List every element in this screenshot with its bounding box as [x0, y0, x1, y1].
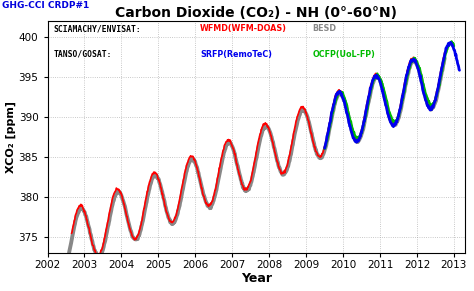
Text: SRFP(RemoTeC): SRFP(RemoTeC)	[200, 50, 272, 59]
Y-axis label: XCO₂ [ppm]: XCO₂ [ppm]	[6, 101, 16, 173]
Text: OCFP(UoL-FP): OCFP(UoL-FP)	[313, 50, 375, 59]
Text: GHG-CCI CRDP#1: GHG-CCI CRDP#1	[2, 1, 90, 10]
Text: BESD: BESD	[313, 24, 337, 33]
Title: Carbon Dioxide (CO₂) - NH (0°-60°N): Carbon Dioxide (CO₂) - NH (0°-60°N)	[115, 6, 397, 19]
Text: TANSO/GOSAT:: TANSO/GOSAT:	[54, 50, 112, 59]
X-axis label: Year: Year	[241, 272, 272, 285]
Text: WFMD(WFM-DOAS): WFMD(WFM-DOAS)	[200, 24, 287, 33]
Text: SCIAMACHY/ENVISAT:: SCIAMACHY/ENVISAT:	[54, 24, 142, 33]
